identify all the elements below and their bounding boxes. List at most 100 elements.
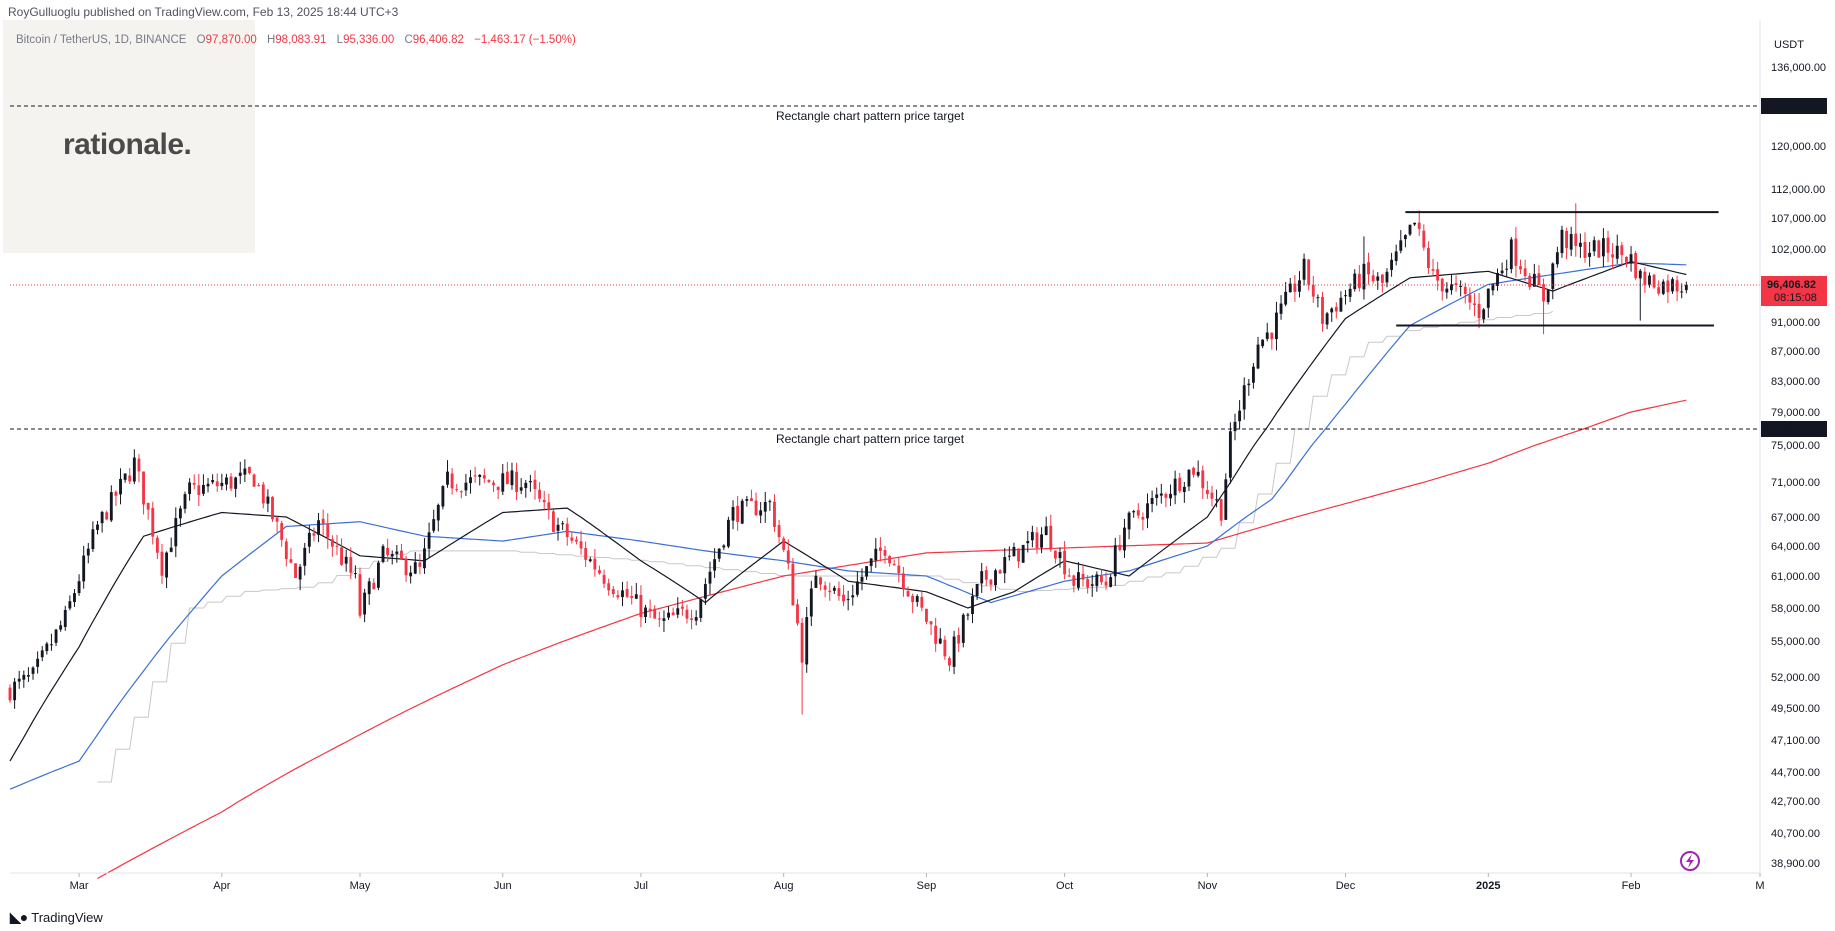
sma200-line — [97, 399, 1687, 880]
candle — [1431, 258, 1435, 277]
candle — [59, 620, 63, 632]
candle — [1127, 511, 1131, 540]
candle — [565, 517, 569, 546]
y-tick-label: 49,500.00 — [1771, 703, 1820, 715]
candle — [505, 462, 509, 485]
candle — [639, 585, 643, 628]
candle — [1569, 226, 1573, 257]
candle — [994, 568, 997, 591]
watermark-panel: rationale. — [3, 20, 255, 253]
candle — [501, 464, 505, 496]
tradingview-footer[interactable]: ◣● TradingView — [10, 909, 103, 926]
candle — [1643, 267, 1647, 293]
candle — [680, 600, 684, 616]
candle — [261, 481, 265, 509]
candle — [1629, 246, 1633, 272]
candle — [1454, 275, 1458, 292]
candle — [1380, 273, 1384, 293]
candle — [621, 581, 624, 607]
candle — [280, 520, 284, 547]
candle — [473, 466, 477, 483]
candle — [1666, 274, 1670, 304]
candle — [602, 569, 606, 589]
candle — [773, 494, 776, 532]
candle — [1228, 422, 1232, 484]
candle — [1063, 541, 1067, 580]
candle — [155, 535, 159, 560]
candle — [1422, 224, 1426, 251]
lightning-icon[interactable] — [1680, 851, 1700, 871]
candle — [298, 564, 302, 591]
candle — [901, 566, 905, 597]
candle — [1491, 283, 1495, 296]
candle — [1394, 244, 1398, 266]
x-tick-label: Aug — [774, 880, 794, 892]
candle — [123, 473, 127, 483]
candle — [197, 473, 201, 507]
close-value: 96,406.82 — [412, 34, 464, 46]
candle — [257, 483, 261, 487]
candle — [96, 520, 99, 535]
candle — [1597, 239, 1601, 258]
candle — [897, 556, 901, 583]
candle — [1440, 277, 1444, 301]
candle — [814, 570, 818, 588]
candle — [584, 541, 588, 568]
candle — [662, 610, 666, 632]
candle — [1390, 252, 1394, 277]
candle — [855, 571, 859, 597]
candle — [611, 585, 615, 598]
y-tick-label: 61,000.00 — [1771, 571, 1820, 583]
candle — [598, 565, 601, 575]
candle — [128, 468, 132, 485]
candle — [238, 461, 242, 484]
candle — [685, 604, 689, 624]
low-label: L — [336, 34, 344, 46]
candle — [1413, 222, 1417, 226]
candle — [1224, 473, 1228, 520]
candle — [45, 641, 49, 655]
candle — [690, 609, 694, 630]
candle — [294, 563, 297, 578]
y-tick-label: 47,100.00 — [1771, 735, 1820, 747]
candle — [971, 588, 974, 624]
candle — [809, 580, 813, 626]
x-tick-label: Dec — [1336, 880, 1356, 892]
candle — [648, 599, 652, 619]
x-tick-label: Oct — [1056, 880, 1073, 892]
candle — [754, 492, 758, 517]
change-value: −1,463.17 (−1.50%) — [474, 34, 576, 46]
candle — [667, 606, 670, 621]
candle — [335, 534, 339, 556]
target-price-label-2: 77,000.00 — [1767, 424, 1816, 436]
candle — [819, 576, 822, 591]
last-price-tag — [1761, 275, 1827, 306]
candle — [726, 516, 730, 549]
candle — [515, 462, 519, 501]
candle — [731, 500, 735, 530]
candle — [547, 493, 551, 520]
candle — [1565, 227, 1569, 260]
candle — [1339, 291, 1343, 312]
candle — [998, 569, 1002, 574]
candle — [842, 585, 845, 607]
y-tick-label: 38,900.00 — [1771, 858, 1820, 870]
candle — [1330, 307, 1334, 322]
candle — [234, 476, 238, 498]
candle — [492, 480, 495, 493]
candle — [869, 558, 873, 573]
candle — [717, 548, 721, 562]
candle — [1362, 236, 1366, 300]
candle — [1095, 571, 1099, 592]
candle — [736, 496, 740, 531]
candle — [119, 468, 122, 505]
candle — [699, 598, 703, 623]
candle — [1035, 527, 1039, 554]
candle — [178, 505, 182, 527]
x-tick-label: Mar — [70, 880, 89, 892]
candle — [1132, 509, 1136, 518]
y-tick-label: 67,000.00 — [1771, 512, 1820, 524]
candle — [13, 678, 17, 709]
candle — [1169, 484, 1172, 507]
